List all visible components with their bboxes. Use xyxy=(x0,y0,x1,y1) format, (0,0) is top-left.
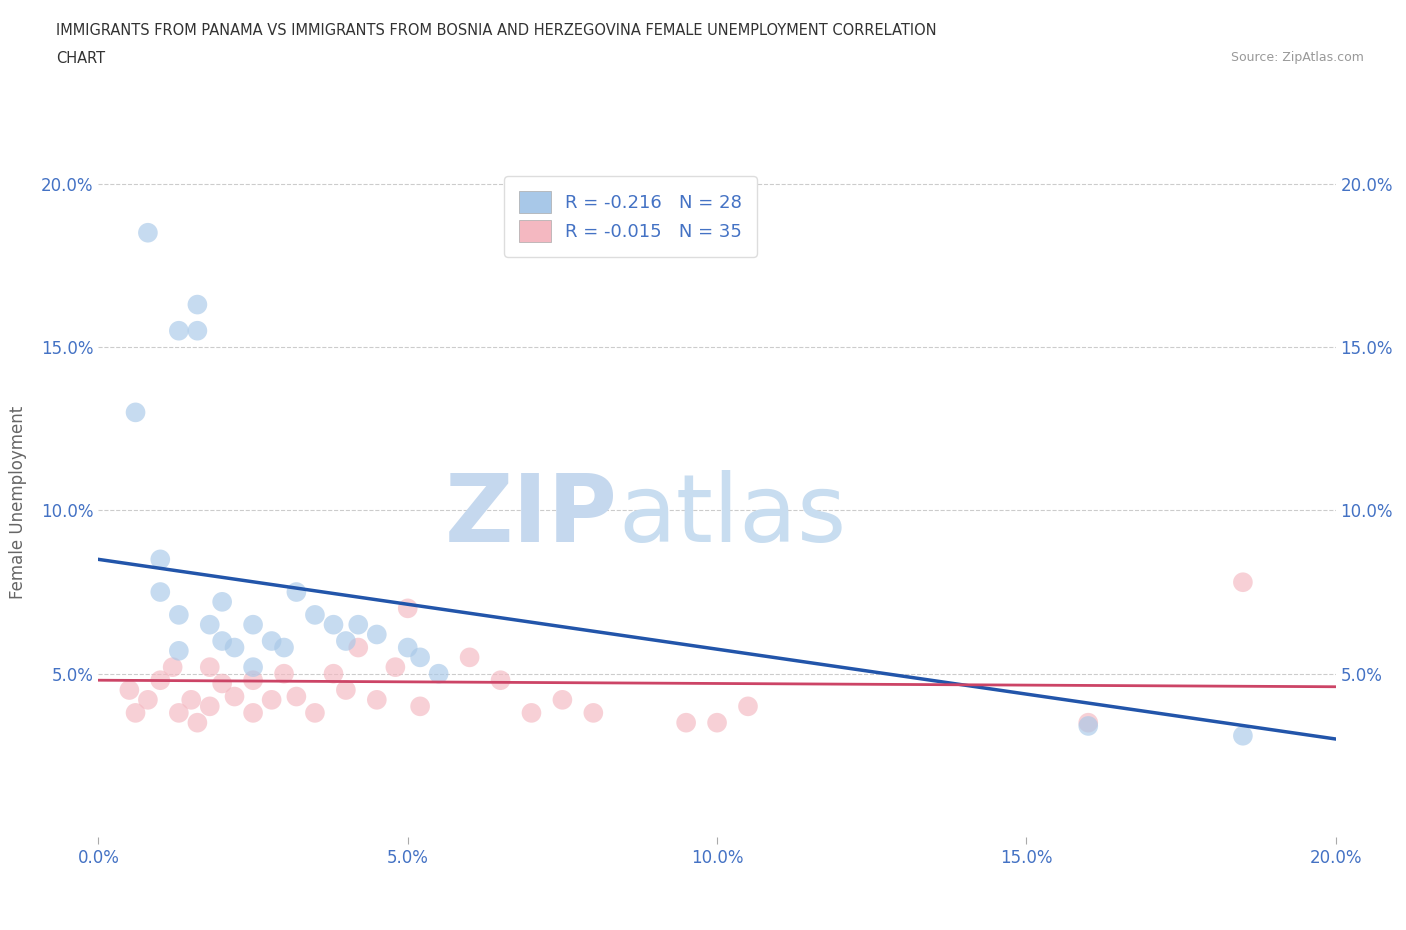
Point xyxy=(198,699,221,714)
Legend: Immigrants from Panama, Immigrants from Bosnia and Herzegovina: Immigrants from Panama, Immigrants from … xyxy=(311,925,949,930)
Point xyxy=(706,715,728,730)
Point xyxy=(304,607,326,622)
Point xyxy=(347,640,370,655)
Point xyxy=(304,706,326,721)
Point xyxy=(167,607,190,622)
Point xyxy=(136,692,159,707)
Point xyxy=(335,683,357,698)
Point xyxy=(322,666,344,681)
Point xyxy=(167,324,190,339)
Point xyxy=(260,692,283,707)
Point xyxy=(1232,728,1254,743)
Point xyxy=(260,633,283,648)
Point xyxy=(409,699,432,714)
Point xyxy=(224,689,246,704)
Point xyxy=(242,672,264,687)
Point xyxy=(198,659,221,674)
Point xyxy=(186,715,208,730)
Point xyxy=(1077,715,1099,730)
Point xyxy=(551,692,574,707)
Point xyxy=(322,618,344,632)
Text: Source: ZipAtlas.com: Source: ZipAtlas.com xyxy=(1230,51,1364,64)
Point xyxy=(489,672,512,687)
Point xyxy=(285,689,308,704)
Point xyxy=(273,666,295,681)
Point xyxy=(675,715,697,730)
Point xyxy=(211,594,233,609)
Point xyxy=(366,692,388,707)
Point xyxy=(347,618,370,632)
Point xyxy=(211,633,233,648)
Point xyxy=(1232,575,1254,590)
Point xyxy=(124,706,146,721)
Point xyxy=(520,706,543,721)
Point xyxy=(242,659,264,674)
Point xyxy=(458,650,481,665)
Point xyxy=(427,666,450,681)
Point xyxy=(180,692,202,707)
Point xyxy=(149,585,172,600)
Point xyxy=(118,683,141,698)
Point xyxy=(186,298,208,312)
Point xyxy=(136,225,159,240)
Point xyxy=(242,706,264,721)
Point xyxy=(224,640,246,655)
Point xyxy=(242,618,264,632)
Point xyxy=(396,601,419,616)
Point xyxy=(366,627,388,642)
Point xyxy=(273,640,295,655)
Point xyxy=(149,551,172,566)
Text: IMMIGRANTS FROM PANAMA VS IMMIGRANTS FROM BOSNIA AND HERZEGOVINA FEMALE UNEMPLOY: IMMIGRANTS FROM PANAMA VS IMMIGRANTS FRO… xyxy=(56,23,936,38)
Y-axis label: Female Unemployment: Female Unemployment xyxy=(10,405,27,599)
Point xyxy=(167,706,190,721)
Point xyxy=(198,618,221,632)
Point xyxy=(409,650,432,665)
Point xyxy=(124,405,146,419)
Text: ZIP: ZIP xyxy=(446,470,619,562)
Point xyxy=(396,640,419,655)
Point xyxy=(335,633,357,648)
Point xyxy=(737,699,759,714)
Point xyxy=(285,585,308,600)
Point xyxy=(582,706,605,721)
Point xyxy=(384,659,406,674)
Point xyxy=(1077,719,1099,734)
Point xyxy=(211,676,233,691)
Point xyxy=(149,672,172,687)
Point xyxy=(167,644,190,658)
Text: atlas: atlas xyxy=(619,470,846,562)
Point xyxy=(186,324,208,339)
Point xyxy=(162,659,184,674)
Text: CHART: CHART xyxy=(56,51,105,66)
